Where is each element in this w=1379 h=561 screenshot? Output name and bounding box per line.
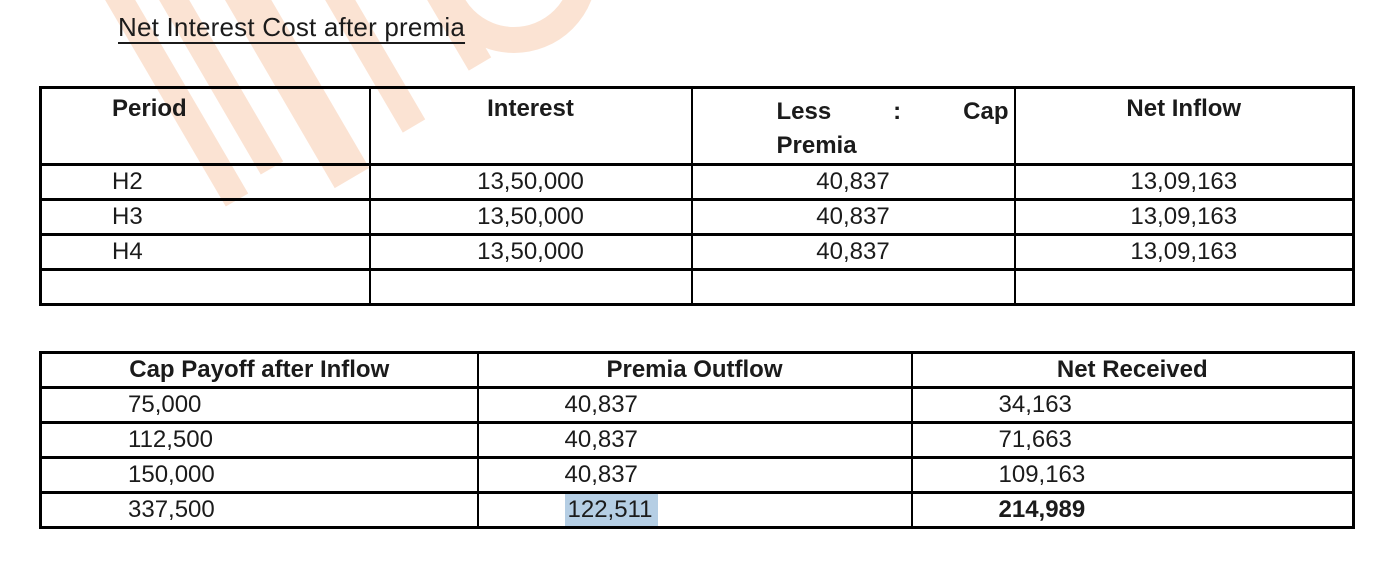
table-row: 75,000 40,837 34,163 <box>39 386 1355 424</box>
table-cell: 337,500 <box>39 491 479 529</box>
table-row: H2 13,50,000 40,837 13,09,163 <box>39 163 1355 201</box>
table-cell: 13,09,163 <box>1013 233 1355 271</box>
table-cell: 13,50,000 <box>368 198 693 236</box>
table-cell: 40,837 <box>476 386 913 424</box>
table-cell: 150,000 <box>39 456 479 494</box>
table-cell <box>39 268 371 306</box>
table-row: 337,500 122,511 214,989 <box>39 491 1355 529</box>
table-cell: 13,09,163 <box>1013 198 1355 236</box>
table-cell: 40,837 <box>690 233 1016 271</box>
col-header-less-cap-premia: Less : Cap Premia <box>690 86 1016 166</box>
table-row: H3 13,50,000 40,837 13,09,163 <box>39 198 1355 236</box>
table-cell <box>1013 268 1355 306</box>
table-cell: H2 <box>39 163 371 201</box>
word-cap: Cap <box>963 98 1009 125</box>
table-cell: 40,837 <box>476 456 913 494</box>
table-cell: 112,500 <box>39 421 479 459</box>
word-colon: : <box>893 98 902 125</box>
col-header-interest: Interest <box>368 86 693 166</box>
table-cell: 214,989 <box>910 491 1355 529</box>
table-cell: 75,000 <box>39 386 479 424</box>
table-cell: 34,163 <box>910 386 1355 424</box>
table-cell <box>368 268 693 306</box>
page-title: Net Interest Cost after premia <box>118 12 466 42</box>
table-row: H4 13,50,000 40,837 13,09,163 <box>39 233 1355 271</box>
col-header-period: Period <box>39 86 371 166</box>
selected-text-highlight[interactable]: 122,511 <box>564 495 659 525</box>
table-cell: 13,09,163 <box>1013 163 1355 201</box>
table-cell: 40,837 <box>690 198 1016 236</box>
table-cell: H3 <box>39 198 371 236</box>
col-header-net-inflow: Net Inflow <box>1013 86 1355 166</box>
col-header-net-received: Net Received <box>910 351 1355 389</box>
table-row: 150,000 40,837 109,163 <box>39 456 1355 494</box>
table-cell: 122,511 <box>476 491 913 529</box>
word-less: Less <box>776 98 832 125</box>
table-cell: 109,163 <box>910 456 1355 494</box>
table-cell: 13,50,000 <box>368 163 693 201</box>
table-cell: 13,50,000 <box>368 233 693 271</box>
table-cell <box>690 268 1016 306</box>
table-row-empty <box>39 268 1355 306</box>
table-cell: 40,837 <box>690 163 1016 201</box>
col-header-premia-outflow: Premia Outflow <box>476 351 913 389</box>
less-cap-line2: Premia <box>776 132 857 159</box>
table-cell: 71,663 <box>910 421 1355 459</box>
header-row: Cap Payoff after Inflow Premia Outflow N… <box>39 351 1355 389</box>
col-header-cap-payoff: Cap Payoff after Inflow <box>39 351 479 389</box>
cap-payoff-table: Cap Payoff after Inflow Premia Outflow N… <box>39 351 1355 529</box>
table-cell: 40,837 <box>476 421 913 459</box>
net-interest-table: Period Interest Less : Cap Premia Net In… <box>39 86 1355 306</box>
table-row: 112,500 40,837 71,663 <box>39 421 1355 459</box>
less-cap-line1: Less : Cap <box>777 95 1009 129</box>
table-cell: H4 <box>39 233 371 271</box>
header-row: Period Interest Less : Cap Premia Net In… <box>39 86 1355 166</box>
